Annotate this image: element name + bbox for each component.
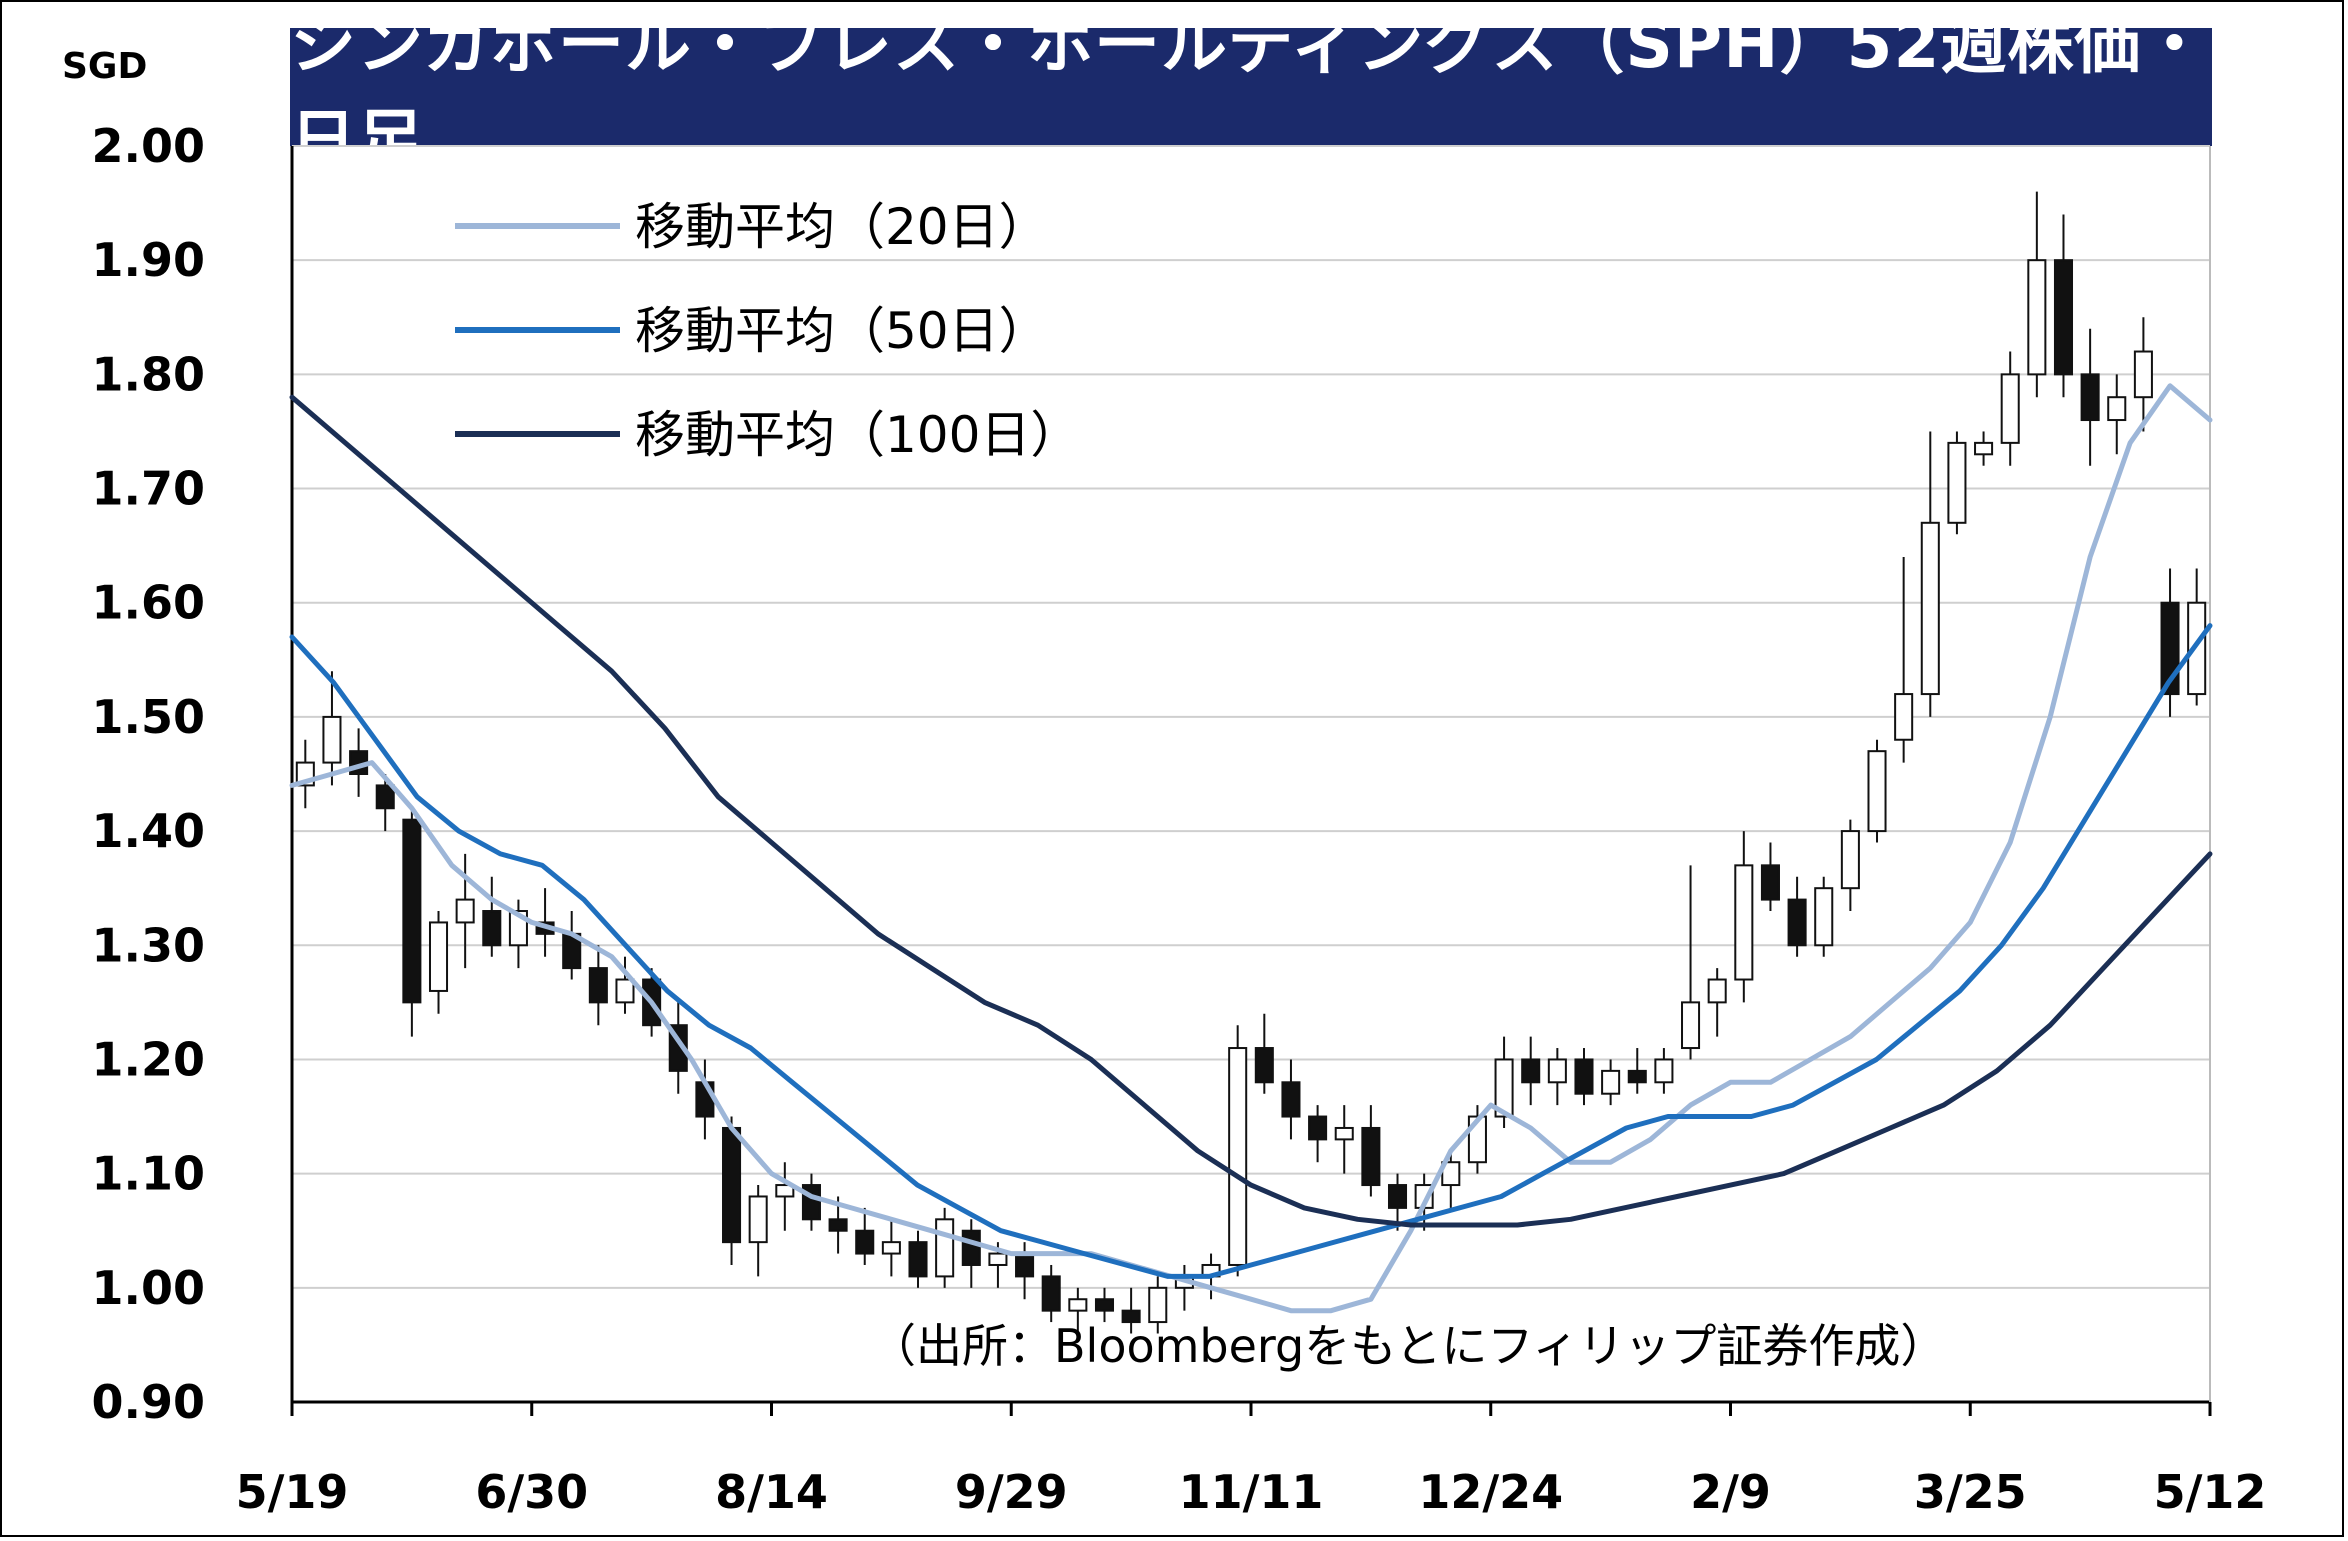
candle-body [1681, 1001, 1701, 1050]
candle-body [375, 784, 395, 810]
candle-body [1148, 1286, 1168, 1324]
candle-body [748, 1195, 768, 1244]
candle-body [908, 1241, 928, 1278]
x-tick-label: 5/12 [2154, 1465, 2267, 1519]
legend-label-2: 移動平均（50日） [635, 302, 1049, 360]
candle-body [402, 818, 422, 1004]
candle-body [2080, 373, 2100, 422]
candle-body [775, 1184, 795, 1198]
candle-body [1094, 1298, 1115, 1312]
candle-body [1547, 1058, 1567, 1084]
candle-body [855, 1229, 875, 1255]
legend-label-3: 移動平均（100日） [635, 406, 1080, 464]
candle-body [1281, 1081, 1301, 1118]
candle-body [482, 910, 502, 947]
candle-body [1601, 1069, 1621, 1095]
y-unit-label: SGD [62, 46, 148, 87]
candle-body [1974, 441, 1994, 456]
y-tick-label: 1.70 [92, 462, 206, 516]
candle-body [1254, 1047, 1274, 1084]
candle-body [2000, 373, 2020, 444]
candle-body [1920, 521, 1940, 696]
moving-average-lines [289, 383, 2213, 1314]
candle-body [1041, 1275, 1061, 1312]
candle-body [988, 1252, 1008, 1266]
candle-body [1308, 1115, 1328, 1141]
candle-body [722, 1126, 742, 1244]
ma-line-2 [289, 623, 2213, 1279]
x-tick-label: 5/19 [236, 1465, 349, 1519]
x-tick-label: 12/24 [1418, 1465, 1563, 1519]
candle-body [695, 1081, 715, 1118]
legend: 移動平均（20日） 移動平均（50日） 移動平均（100日） [455, 198, 1080, 464]
candle-body [1840, 830, 1860, 890]
candle-body [1814, 887, 1834, 947]
candle-body [1521, 1058, 1541, 1084]
ma-line-3 [289, 394, 2213, 1228]
candle-body [1654, 1058, 1674, 1084]
legend-label-1: 移動平均（20日） [635, 198, 1049, 256]
candle-body [428, 921, 449, 992]
x-tick-label: 6/30 [475, 1465, 588, 1519]
candle-body [1574, 1058, 1594, 1095]
candle-body [1387, 1184, 1408, 1209]
x-tick-label: 8/14 [715, 1465, 828, 1519]
candle-body [1760, 864, 1780, 901]
ma-line-1 [289, 383, 2213, 1314]
candle-body [455, 898, 475, 924]
candle-body [322, 715, 342, 764]
candle-body [1947, 441, 1967, 524]
candle-body [828, 1218, 848, 1232]
candle-body [2027, 259, 2047, 376]
candle-body [1015, 1252, 1035, 1278]
candle-body [1787, 898, 1807, 947]
candlesticks [295, 191, 2207, 1334]
candle-body [961, 1229, 981, 1266]
y-tick-label: 1.80 [92, 347, 206, 401]
candle-body [1894, 693, 1914, 741]
candle-body [1627, 1069, 1647, 1084]
y-tick-label: 1.20 [92, 1032, 206, 1086]
y-tick-label: 2.00 [92, 119, 206, 173]
candle-body [1361, 1126, 1381, 1187]
candle-body [2107, 396, 2127, 422]
candle-body [2053, 259, 2074, 376]
candle-body [588, 967, 608, 1004]
candle-body [2187, 601, 2207, 696]
y-tick-label: 0.90 [92, 1375, 206, 1429]
candle-body [615, 978, 635, 1004]
candle-body [881, 1241, 901, 1255]
candle-body [1441, 1161, 1461, 1187]
y-tick-label: 1.40 [92, 804, 206, 858]
candle-body [2133, 350, 2153, 399]
candle-body [1734, 864, 1754, 981]
candle-body [1068, 1298, 1088, 1312]
y-tick-label: 1.90 [92, 233, 206, 287]
x-tick-label: 2/9 [1690, 1465, 1771, 1519]
candle-body [1867, 750, 1887, 833]
candle-body [1121, 1309, 1141, 1324]
candle-body [1334, 1126, 1354, 1141]
y-tick-label: 1.30 [92, 918, 206, 972]
x-tick-label: 3/25 [1914, 1465, 2027, 1519]
y-tick-label: 1.10 [92, 1147, 206, 1201]
candle-body [1707, 978, 1727, 1004]
source-note: （出所：Bloombergをもとにフィリップ証券作成） [870, 1319, 1946, 1373]
y-tick-label: 1.60 [92, 576, 206, 630]
candle-body [1494, 1058, 1514, 1118]
candle-body [935, 1218, 955, 1278]
y-tick-label: 1.00 [92, 1261, 206, 1315]
x-tick-label: 11/11 [1179, 1465, 1324, 1519]
y-tick-label: 1.50 [92, 690, 206, 744]
axes: 2.00 1.90 1.80 1.70 1.60 1.50 1.40 1.30 1.20 1.10… [92, 119, 2267, 1519]
candle-body [1228, 1047, 1248, 1266]
x-tick-label: 9/29 [955, 1465, 1068, 1519]
grid-lines [292, 145, 2210, 1403]
